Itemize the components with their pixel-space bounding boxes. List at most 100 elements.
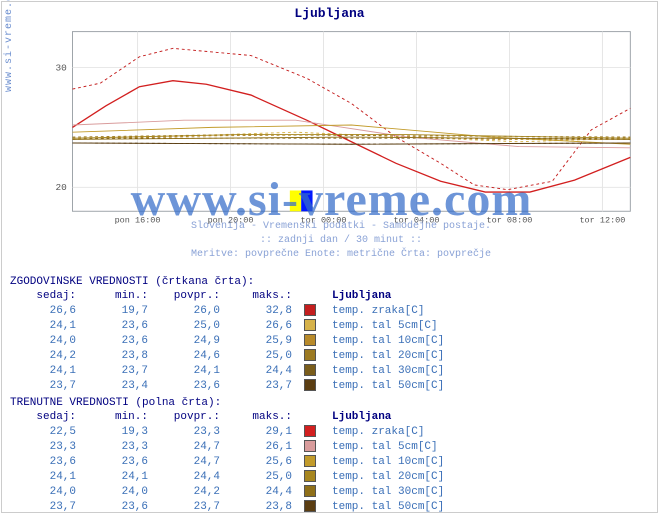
cell: 23,6	[154, 378, 226, 393]
col-header: min.:	[82, 409, 154, 424]
swatch-cell	[298, 469, 326, 484]
cell: 24,4	[226, 363, 298, 378]
series-label: temp. zraka[C]	[326, 303, 450, 318]
cell: 24,1	[10, 318, 82, 333]
col-header: povpr.:	[154, 288, 226, 303]
series-label: temp. tal 20cm[C]	[326, 469, 450, 484]
chart-title: Ljubljana	[2, 2, 657, 21]
swatch-cell	[298, 484, 326, 499]
table-row: 24,124,124,425,0temp. tal 20cm[C]	[10, 469, 450, 484]
col-header: sedaj:	[10, 409, 82, 424]
cell: 24,2	[154, 484, 226, 499]
cell: 26,0	[154, 303, 226, 318]
color-swatch	[304, 334, 316, 346]
section-title: ZGODOVINSKE VREDNOSTI (črtkana črta):	[10, 276, 652, 288]
cell: 23,6	[82, 333, 154, 348]
svg-text:30: 30	[55, 62, 67, 73]
series-label: temp. tal 5cm[C]	[326, 318, 450, 333]
color-swatch	[304, 304, 316, 316]
cell: 25,0	[226, 348, 298, 363]
cell: 24,0	[10, 333, 82, 348]
cell: 23,7	[10, 378, 82, 393]
table-row: 24,024,024,224,4temp. tal 30cm[C]	[10, 484, 450, 499]
cell: 32,8	[226, 303, 298, 318]
legend-title: Ljubljana	[326, 409, 450, 424]
color-swatch	[304, 470, 316, 482]
section-title: TRENUTNE VREDNOSTI (polna črta):	[10, 397, 652, 409]
table-row: 24,023,624,925,9 temp. tal 10cm[C]	[10, 333, 450, 348]
color-swatch	[304, 364, 316, 376]
chart-svg: 2030pon 16:00pon 20:00tor 00:00tor 04:00…	[46, 24, 636, 234]
cell: 23,3	[82, 439, 154, 454]
col-header: maks.:	[226, 409, 298, 424]
cell: 25,0	[154, 318, 226, 333]
cell: 24,7	[154, 454, 226, 469]
series-label: temp. tal 10cm[C]	[326, 333, 450, 348]
series-label: temp. tal 10cm[C]	[326, 454, 450, 469]
series-label: temp. tal 5cm[C]	[326, 439, 450, 454]
color-swatch	[304, 349, 316, 361]
swatch-cell	[298, 363, 326, 378]
swatch-cell	[298, 378, 326, 393]
cell: 19,3	[82, 424, 154, 439]
cell: 19,7	[82, 303, 154, 318]
data-table: sedaj:min.:povpr.:maks.:Ljubljana26,619,…	[10, 288, 450, 393]
cell: 22,5	[10, 424, 82, 439]
ylabel-link[interactable]: www.si-vreme.com	[4, 0, 15, 92]
data-table: sedaj:min.:povpr.:maks.:Ljubljana22,519,…	[10, 409, 450, 514]
legend-title: Ljubljana	[326, 288, 450, 303]
cell: 25,0	[226, 469, 298, 484]
svg-text:20: 20	[55, 182, 67, 193]
series-label: temp. tal 20cm[C]	[326, 348, 450, 363]
cell: 24,4	[226, 484, 298, 499]
col-header: sedaj:	[10, 288, 82, 303]
color-swatch	[304, 319, 316, 331]
subcap-line1: Slovenija - Vremenski podatki - Samodejn…	[46, 220, 636, 234]
cell: 24,6	[154, 348, 226, 363]
cell: 23,3	[154, 424, 226, 439]
swatch-cell	[298, 424, 326, 439]
table-row: 24,123,724,124,4temp. tal 30cm[C]	[10, 363, 450, 378]
color-swatch	[304, 485, 316, 497]
cell: 23,6	[82, 499, 154, 514]
cell: 26,1	[226, 439, 298, 454]
cell: 23,8	[82, 348, 154, 363]
cell: 24,2	[10, 348, 82, 363]
color-swatch	[304, 440, 316, 452]
cell: 23,7	[82, 363, 154, 378]
cell: 25,9	[226, 333, 298, 348]
cell: 24,7	[154, 439, 226, 454]
cell: 23,4	[82, 378, 154, 393]
cell: 23,6	[82, 454, 154, 469]
swatch-cell	[298, 499, 326, 514]
cell: 24,1	[10, 469, 82, 484]
cell: 26,6	[226, 318, 298, 333]
color-swatch	[304, 500, 316, 512]
color-swatch	[304, 379, 316, 391]
cell: 23,6	[10, 454, 82, 469]
color-swatch	[304, 455, 316, 467]
swatch-cell	[298, 439, 326, 454]
series-label: temp. tal 30cm[C]	[326, 363, 450, 378]
table-row: 23,723,623,723,8temp. tal 50cm[C]	[10, 499, 450, 514]
cell: 29,1	[226, 424, 298, 439]
swatch-cell	[298, 303, 326, 318]
col-header: min.:	[82, 288, 154, 303]
cell: 24,9	[154, 333, 226, 348]
cell: 24,1	[10, 363, 82, 378]
cell: 23,7	[10, 499, 82, 514]
swatch-cell	[298, 454, 326, 469]
table-row: 23,623,624,725,6temp. tal 10cm[C]	[10, 454, 450, 469]
cell: 24,0	[10, 484, 82, 499]
swatch-cell	[298, 318, 326, 333]
table-row: 26,619,726,032,8temp. zraka[C]	[10, 303, 450, 318]
cell: 23,7	[154, 499, 226, 514]
series-label: temp. tal 30cm[C]	[326, 484, 450, 499]
cell: 23,6	[82, 318, 154, 333]
cell: 23,8	[226, 499, 298, 514]
table-row: 23,323,324,726,1temp. tal 5cm[C]	[10, 439, 450, 454]
subcap-line2: :: zadnji dan / 30 minut ::	[46, 234, 636, 248]
table-row: 23,723,423,623,7temp. tal 50cm[C]	[10, 378, 450, 393]
cell: 24,1	[82, 469, 154, 484]
series-label: temp. tal 50cm[C]	[326, 499, 450, 514]
